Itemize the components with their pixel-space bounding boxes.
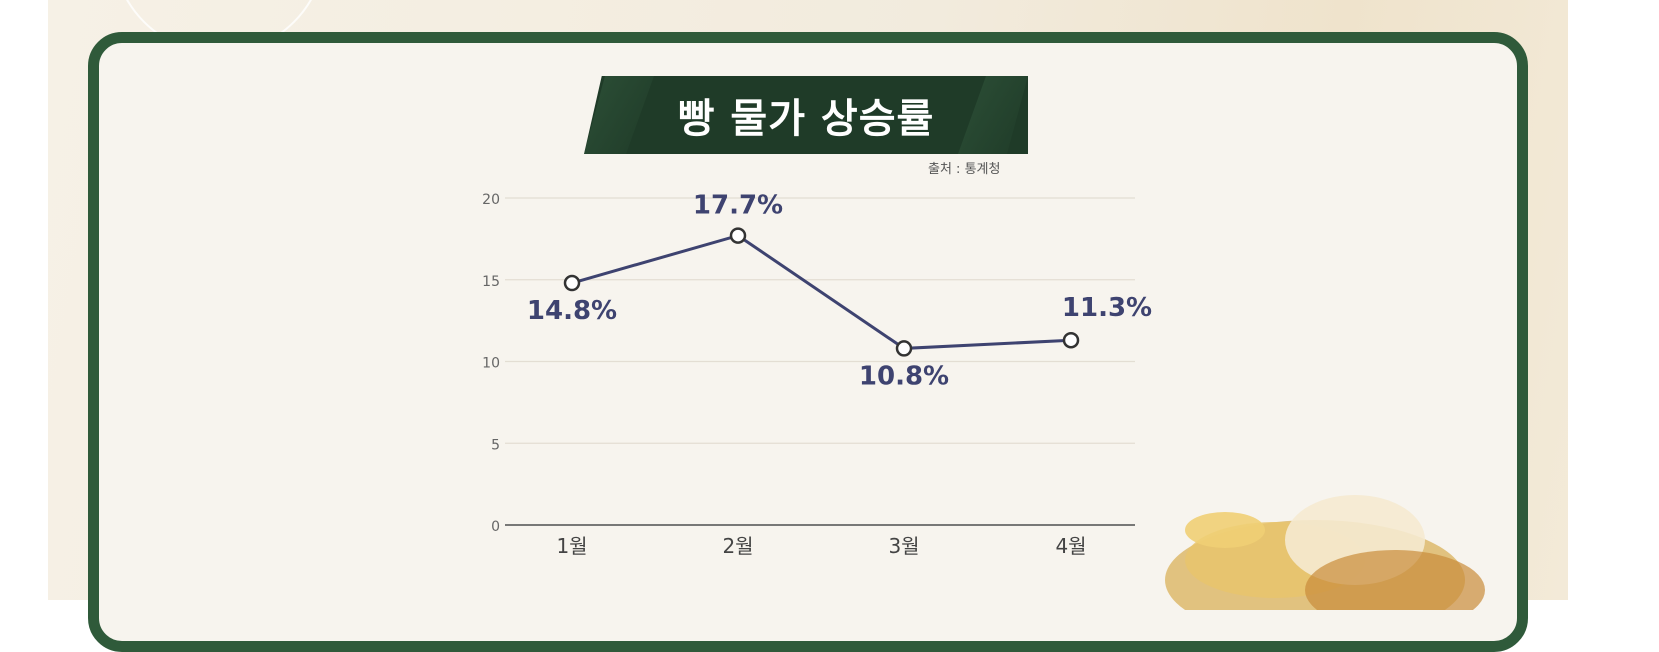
series-line bbox=[571, 233, 1072, 350]
chart-title: 빵 물가 상승률 bbox=[677, 96, 935, 142]
y-tick-label: 10 bbox=[482, 356, 500, 372]
line-chart: 0 5 10 15 20 1월 2월 3월 4월 14.8% 17.7% 10.8% 11.3% bbox=[482, 191, 1152, 558]
source-note: 출처 : 통계청 bbox=[928, 162, 1001, 177]
data-label: 17.7% bbox=[693, 191, 783, 221]
y-tick-label: 15 bbox=[482, 274, 500, 290]
data-label: 14.8% bbox=[527, 296, 617, 326]
x-tick-label: 1월 bbox=[556, 534, 587, 558]
data-label: 11.3% bbox=[1062, 293, 1152, 323]
data-point bbox=[563, 274, 581, 292]
x-tick-label: 3월 bbox=[888, 534, 919, 558]
y-tick-label: 0 bbox=[491, 519, 500, 535]
data-point bbox=[729, 227, 747, 244]
y-tick-label: 20 bbox=[482, 192, 500, 208]
data-label: 10.8% bbox=[859, 361, 949, 391]
x-tick-label: 2월 bbox=[722, 534, 753, 558]
x-tick-label: 4월 bbox=[1055, 534, 1086, 558]
data-point bbox=[1062, 331, 1080, 349]
bread-image bbox=[1165, 495, 1485, 610]
chart-title-banner: 빵 물가 상승률 bbox=[584, 76, 1028, 154]
data-point bbox=[895, 340, 913, 357]
y-tick-label: 5 bbox=[491, 437, 500, 453]
